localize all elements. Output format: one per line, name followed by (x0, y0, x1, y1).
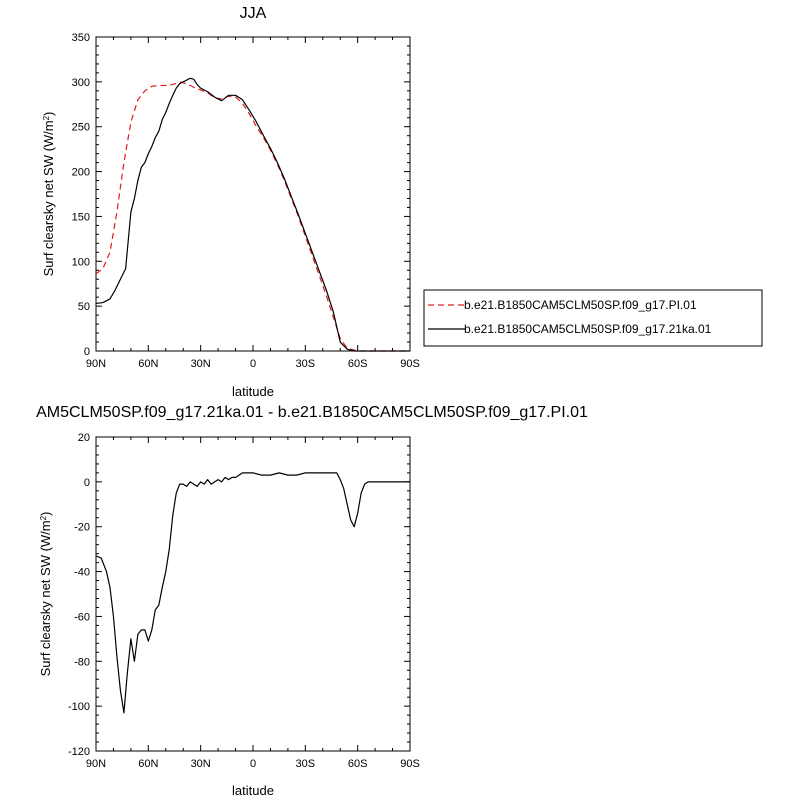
bottom-x-tick-label: 60S (348, 758, 368, 770)
bottom-chart-title: AM5CLM50SP.f09_g17.21ka.01 - b.e21.B1850… (36, 404, 588, 421)
top-x-tick-label: 60N (138, 358, 158, 370)
bottom-x-tick-label: 90N (86, 758, 106, 770)
top-axis-ticks: 90N 60N 30N 0 30S 60S 90S 0 50 100 150 200 250 300 350 (72, 32, 420, 370)
top-x-tick-label: 90S (400, 358, 420, 370)
top-x-axis-title: latitude (232, 384, 274, 399)
bottom-series-lines (95, 472, 410, 714)
bottom-x-tick-label: 30N (191, 758, 211, 770)
bottom-x-tick-label: 90S (400, 758, 420, 770)
bottom-y-tick-label: -60 (74, 611, 90, 623)
top-x-tick-label: 0 (250, 358, 256, 370)
legend: b.e21.B1850CAM5CLM50SP.f09_g17.PI.01 b.e… (423, 289, 763, 347)
top-x-tick-label: 60S (348, 358, 368, 370)
bottom-y-tick-label: -20 (74, 522, 90, 534)
bottom-y-tick-label: -120 (68, 746, 90, 758)
bottom-chart-panel: 90N 60N 30N 0 30S 60S 90S -120 -100 -80 -60 -40 -20 0… (38, 432, 420, 798)
top-y-tick-label: 350 (72, 32, 90, 44)
bottom-series-line-1 (95, 472, 410, 714)
top-y-tick-label: 150 (72, 211, 90, 223)
top-y-tick-label: 300 (72, 77, 90, 89)
top-series-line-1 (95, 81, 410, 352)
top-x-tick-label: 30N (191, 358, 211, 370)
legend-box (423, 289, 763, 347)
bottom-y-tick-label: -40 (74, 567, 90, 579)
bottom-y-tick-label: 20 (78, 432, 90, 444)
top-x-tick-label: 30S (296, 358, 316, 370)
bottom-x-tick-label: 60N (138, 758, 158, 770)
bottom-y-tick-label: -100 (68, 701, 90, 713)
top-y-tick-label: 100 (72, 256, 90, 268)
legend-label-pi: b.e21.B1850CAM5CLM50SP.f09_g17.PI.01 (464, 298, 697, 312)
top-chart-title: JJA (240, 5, 267, 22)
bottom-axis-ticks: 90N 60N 30N 0 30S 60S 90S -120 -100 -80 -60 -40 -20 0… (68, 432, 420, 770)
top-y-axis-title: Surf clearsky net SW (W/m2) (41, 112, 56, 277)
legend-label-21ka: b.e21.B1850CAM5CLM50SP.f09_g17.21ka.01 (464, 322, 712, 336)
bottom-y-tick-label: 0 (84, 477, 90, 489)
top-chart-panel: 90N 60N 30N 0 30S 60S 90S 0 50 100 150 200 250 300 350… (41, 32, 420, 399)
bottom-y-axis-title: Surf clearsky net SW (W/m2) (38, 512, 53, 677)
bottom-x-axis-title: latitude (232, 783, 274, 798)
bottom-x-tick-label: 30S (296, 758, 316, 770)
bottom-plot-frame (95, 436, 411, 752)
top-x-tick-label: 90N (86, 358, 106, 370)
bottom-y-tick-label: -80 (74, 656, 90, 668)
bottom-x-tick-label: 0 (250, 758, 256, 770)
top-y-tick-label: 200 (72, 167, 90, 179)
top-series-lines (95, 77, 410, 352)
top-y-tick-label: 0 (84, 346, 90, 358)
top-plot-frame (95, 36, 411, 352)
top-y-tick-label: 250 (72, 122, 90, 134)
top-series-line-2 (95, 77, 410, 352)
top-y-tick-label: 50 (78, 301, 90, 313)
